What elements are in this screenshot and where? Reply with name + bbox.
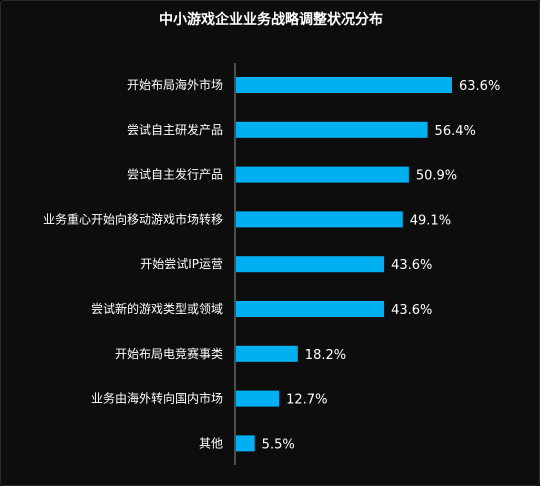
category-label: 开始布局电竞赛事类	[115, 346, 223, 361]
value-label: 63.6%	[459, 79, 500, 94]
value-label: 50.9%	[416, 169, 457, 184]
category-label: 尝试新的游戏类型或领域	[91, 301, 223, 316]
category-label: 业务由海外转向国内市场	[91, 391, 223, 406]
value-label: 18.2%	[305, 348, 346, 363]
bar	[236, 121, 428, 138]
value-label: 5.5%	[262, 437, 295, 452]
bar	[236, 301, 385, 317]
bar	[236, 77, 452, 93]
value-label: 56.4%	[435, 124, 476, 139]
chart-title: 中小游戏企业业务战略调整状况分布	[159, 12, 383, 28]
value-label: 43.6%	[391, 258, 432, 273]
bar	[236, 166, 409, 183]
value-label: 12.7%	[286, 393, 327, 408]
category-label: 尝试自主研发产品	[127, 122, 223, 137]
bar	[236, 390, 280, 407]
category-label: 尝试自主发行产品	[127, 167, 223, 182]
category-label: 业务重心开始向移动游戏市场转移	[43, 211, 223, 226]
category-label: 其他	[199, 436, 223, 450]
category-label: 开始布局海外市场	[127, 77, 223, 92]
bar	[236, 345, 298, 362]
bar	[236, 435, 255, 452]
bar	[236, 256, 385, 273]
value-label: 49.1%	[410, 213, 451, 228]
bar	[236, 211, 403, 228]
value-label: 43.6%	[391, 303, 432, 318]
category-label: 开始尝试IP运营	[140, 256, 223, 271]
